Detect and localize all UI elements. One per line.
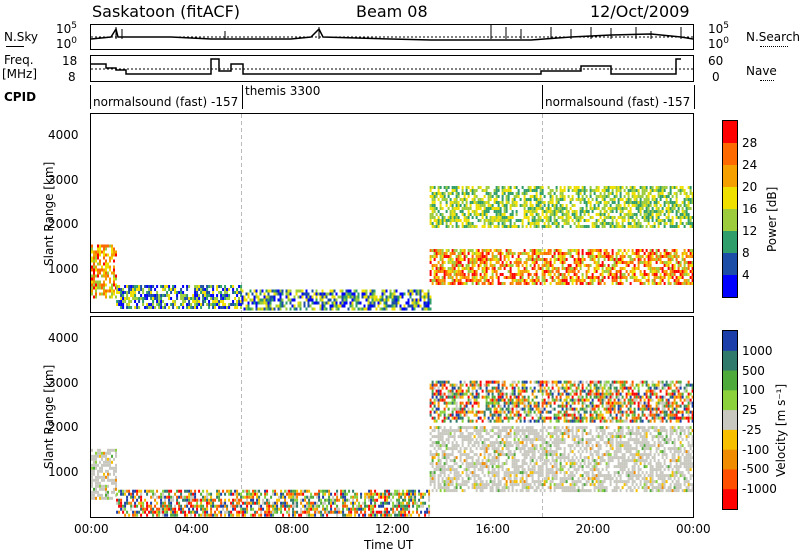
freq-trace <box>91 58 693 75</box>
freq-label: Freq. <box>4 53 34 67</box>
colorbar-swatch <box>723 449 737 470</box>
cpid-divider-3 <box>694 85 695 109</box>
colorbar-swatch <box>723 370 737 391</box>
colorbar-swatch <box>723 390 737 411</box>
cpid-entry-3: normalsound (fast) -157 <box>545 95 691 109</box>
nave-tick-bottom: 0 <box>712 70 720 84</box>
nsearch-label: N.Search <box>746 30 800 44</box>
colorbar-swatch <box>723 187 737 210</box>
colorbar-swatch <box>723 253 737 276</box>
x-axis-label: Time UT <box>364 538 414 552</box>
freq-panel <box>90 55 694 82</box>
colorbar-tick: 25 <box>742 403 758 418</box>
colorbar-swatch <box>723 121 737 144</box>
colorbar-swatch <box>723 469 737 490</box>
colorbar-swatch <box>723 350 737 372</box>
nsearch-legend-line <box>760 46 788 47</box>
colorbar-swatch <box>723 231 737 254</box>
cpid-divider-0 <box>90 85 91 109</box>
velocity-colorbar-fill <box>723 331 737 510</box>
nave-legend-line <box>760 80 774 81</box>
freq-tick-bottom: 8 <box>68 70 76 84</box>
velocity-heatmap <box>91 317 694 517</box>
heatmap-region-2 <box>429 426 694 493</box>
colorbar-tick: 4 <box>742 268 750 282</box>
nsky-right-tick-bottom: 100 <box>708 36 730 51</box>
colorbar-tick: 20 <box>742 180 758 194</box>
x-axis-tick: 00:00 <box>74 522 109 536</box>
nsky-panel <box>90 24 694 50</box>
freq-unit-label: [MHz] <box>2 67 38 81</box>
colorbar-swatch <box>723 165 737 188</box>
cpid-label: CPID <box>4 90 37 104</box>
colorbar-tick: -25 <box>742 422 762 437</box>
cpid-divider-2 <box>542 85 543 109</box>
colorbar-swatch <box>723 331 737 352</box>
colorbar-tick: -100 <box>742 442 770 457</box>
x-axis-tick: 08:00 <box>274 522 310 536</box>
colorbar-swatch <box>723 489 737 510</box>
power-heatmap <box>91 114 694 312</box>
power-ytick-1000: 1000 <box>48 262 79 276</box>
power-panel <box>90 113 694 313</box>
heatmap-region-0 <box>91 448 117 500</box>
power-ytick-2000: 2000 <box>48 217 79 231</box>
velocity-ytick-4000: 4000 <box>48 331 79 345</box>
velocity-panel <box>90 316 694 518</box>
x-axis-tick: 04:00 <box>174 522 209 536</box>
heatmap-region-3 <box>429 249 694 285</box>
nsky-trace <box>90 25 694 41</box>
colorbar-tick: 8 <box>742 246 750 260</box>
heatmap-region-1 <box>116 285 243 309</box>
colorbar-swatch <box>723 429 737 451</box>
velocity-colorbar-label: Velocity [m s⁻¹] <box>774 383 788 477</box>
nsky-label: N.Sky <box>4 30 39 44</box>
x-axis-tick: 20:00 <box>575 522 611 536</box>
colorbar-tick: -500 <box>742 462 770 477</box>
colorbar-tick: 16 <box>742 202 758 216</box>
beam-title: Beam 08 <box>356 2 428 21</box>
x-axis-tick: 16:00 <box>475 522 510 536</box>
velocity-colorbar <box>722 330 738 510</box>
power-ytick-4000: 4000 <box>48 128 79 142</box>
station-title: Saskatoon (fitACF) <box>92 2 241 21</box>
cpid-entry-2: themis 3300 <box>245 84 321 98</box>
colorbar-tick: 1000 <box>742 343 773 358</box>
nsky-right-tick-top: 105 <box>708 21 730 36</box>
power-colorbar <box>722 120 738 298</box>
power-colorbar-fill <box>723 121 737 298</box>
colorbar-tick: 100 <box>742 383 765 398</box>
x-axis-tick: 12:00 <box>375 522 410 536</box>
power-colorbar-label: Power [dB] <box>765 186 779 252</box>
heatmap-region-2 <box>241 289 432 311</box>
freq-tick-top: 18 <box>62 54 78 68</box>
velocity-ytick-3000: 3000 <box>48 376 79 390</box>
nsky-tick-top: 105 <box>56 21 78 36</box>
nsky-tick-bottom: 100 <box>56 36 78 51</box>
colorbar-tick: -1000 <box>742 482 777 497</box>
velocity-ytick-1000: 1000 <box>48 465 79 479</box>
nave-tick-top: 60 <box>708 54 724 68</box>
colorbar-tick: 28 <box>742 136 758 150</box>
x-axis-tick: 00:00 <box>676 522 711 536</box>
power-ytick-3000: 3000 <box>48 173 79 187</box>
cpid-divider-1 <box>242 85 243 109</box>
date-title: 12/Oct/2009 <box>590 2 690 21</box>
colorbar-swatch <box>723 209 737 232</box>
heatmap-region-0 <box>91 244 117 299</box>
colorbar-tick: 500 <box>742 363 765 378</box>
colorbar-swatch <box>723 410 737 431</box>
colorbar-swatch <box>723 275 737 298</box>
velocity-ytick-2000: 2000 <box>48 420 79 434</box>
colorbar-tick: 12 <box>742 224 758 238</box>
heatmap-region-1 <box>116 489 431 517</box>
nave-label: Nave <box>746 64 777 78</box>
heatmap-region-3 <box>429 380 694 423</box>
heatmap-region-4 <box>429 186 694 228</box>
nsky-legend-line <box>6 46 24 47</box>
colorbar-tick: 24 <box>742 158 758 172</box>
colorbar-swatch <box>723 143 737 166</box>
cpid-entry-1: normalsound (fast) -157 <box>93 95 239 109</box>
